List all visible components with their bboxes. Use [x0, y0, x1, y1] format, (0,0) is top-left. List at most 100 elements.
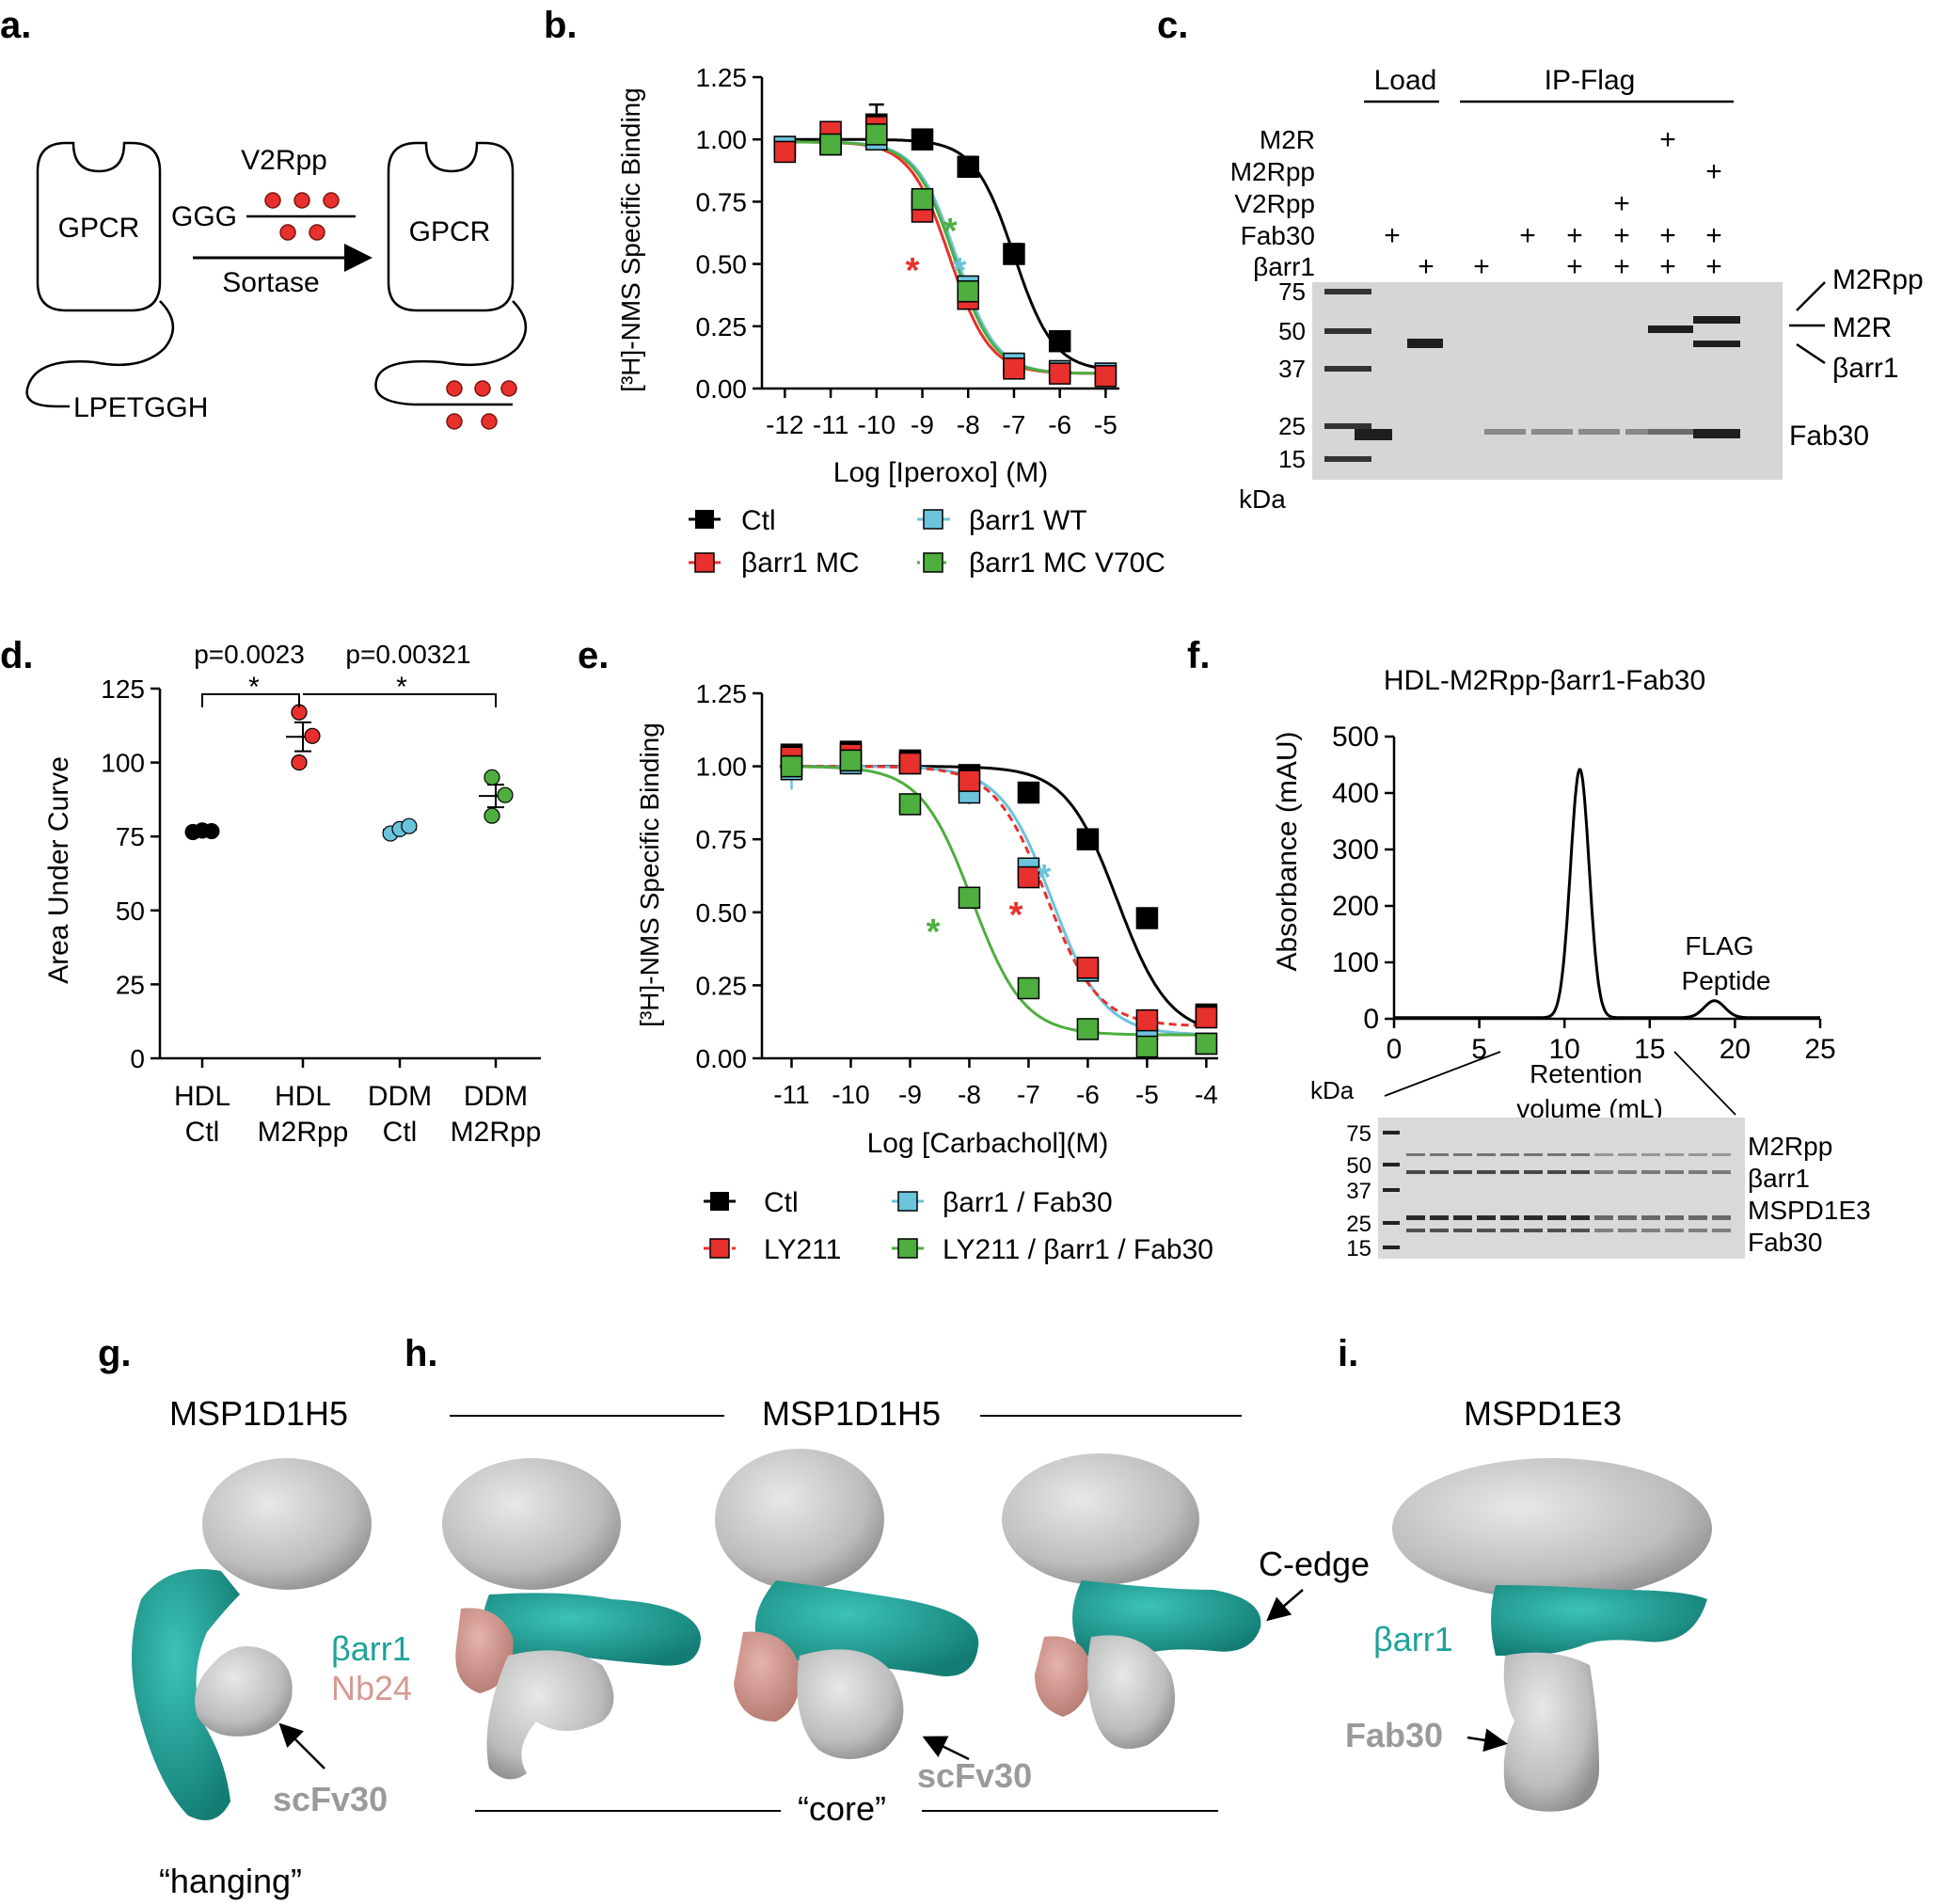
c-ladder-band — [1324, 289, 1371, 294]
panel-e-fit-curve-3 — [779, 765, 1207, 1037]
panel-d-category-line1: HDL — [174, 1081, 230, 1112]
panel-b-star-green: * — [943, 212, 958, 251]
panel-b-xtick-label: -10 — [858, 410, 896, 439]
panel-e-fit-curve-0 — [779, 765, 1207, 1028]
c-mw-label: 50 — [1278, 317, 1306, 345]
c-ladder-band — [1324, 423, 1371, 429]
c-band-barr1-m2rpp — [1693, 341, 1740, 347]
f-gel-mw-label: 75 — [1346, 1121, 1371, 1147]
panel-e-point-2 — [1076, 957, 1100, 979]
f-gel-band — [1641, 1229, 1660, 1232]
gpcr-right-label: GPCR — [409, 216, 491, 247]
panel-e-point-0 — [1076, 828, 1100, 850]
panel-e-point-0 — [1135, 907, 1159, 929]
c-plus-mark: + — [1519, 220, 1536, 251]
f-gel-band — [1406, 1170, 1425, 1174]
c-band-fab30-faint — [1578, 429, 1620, 435]
f-gel-band — [1665, 1153, 1684, 1156]
panel-e-xtick-label: -11 — [773, 1080, 809, 1109]
f-gel-band — [1712, 1153, 1731, 1156]
f-gel-band — [1665, 1170, 1684, 1174]
f-gel-band — [1594, 1170, 1613, 1174]
star-1: * — [248, 672, 260, 703]
c-band-m2r — [1648, 325, 1693, 333]
i-barr1-label: βarr1 — [1373, 1620, 1453, 1658]
f-gel-band — [1641, 1170, 1660, 1174]
sortase-label: Sortase — [222, 267, 319, 298]
f-gel-band — [1453, 1153, 1472, 1156]
panel-e-xlabel: Log [Carbachol](M) — [867, 1128, 1109, 1159]
panel-g-map: MSP1D1H5 βarr1 Nb24 scFv30 “hanging” — [132, 1394, 412, 1900]
panel-e-point-3 — [1017, 976, 1040, 1000]
panel-e-star-green: * — [927, 912, 941, 952]
f-gel-band — [1618, 1229, 1637, 1232]
c-right-fab30: Fab30 — [1789, 420, 1869, 452]
c-plus-mark: + — [1705, 251, 1722, 282]
panel-f-xtick-label: 25 — [1804, 1034, 1835, 1065]
panel-b-point-3 — [819, 133, 842, 156]
panel-e-xtick-label: -10 — [832, 1080, 869, 1109]
f-gel-band — [1712, 1215, 1731, 1220]
c-band-fab30-faint — [1484, 429, 1526, 435]
gpcr-left-tail — [25, 300, 174, 408]
panel-e-ytick-label: 1.00 — [696, 753, 748, 782]
c-plus-mark: + — [1384, 220, 1401, 251]
panel-f-ytick-label: 400 — [1332, 778, 1379, 809]
gpcr-left-shape — [36, 141, 162, 312]
flag-label: FLAG — [1685, 931, 1753, 960]
c-right-m2r: M2R — [1832, 312, 1892, 343]
c-band-fab30-m2rpp — [1693, 429, 1740, 438]
panel-e-chart: 0.00 0.25 0.50 0.75 1.00 1.25 -11 -10 -9 -8 -7 -6 -5… — [635, 679, 1218, 1265]
panel-e-point-3 — [1135, 1035, 1159, 1058]
panel-label-b: b. — [544, 5, 578, 46]
panel-label-e: e. — [578, 635, 609, 676]
panel-f-ytick-label: 200 — [1332, 891, 1379, 922]
panel-d-ytick-label: 0 — [130, 1044, 145, 1073]
f-gel-band — [1712, 1229, 1731, 1232]
panel-b-xtick-label: -7 — [1002, 410, 1025, 439]
c-band-fab30-faint — [1625, 429, 1667, 435]
f-gel-band — [1688, 1229, 1707, 1232]
panel-d-point — [304, 727, 321, 744]
c-plus-mark: + — [1418, 251, 1435, 282]
phospho-dots-peptide — [264, 192, 340, 241]
f-gel-band — [1406, 1153, 1425, 1156]
g-caption: “hanging” — [159, 1862, 302, 1900]
f-gel-band — [1406, 1215, 1425, 1220]
panel-b-xtick-label: -12 — [766, 410, 803, 439]
c-plus-mark: + — [1659, 124, 1676, 155]
f-gel-band — [1524, 1215, 1543, 1220]
c-band-fab30-load — [1355, 429, 1392, 440]
panel-c-gel: Load IP-Flag M2R +M2Rpp +V2Rpp +Fab30 + + + + + +… — [1230, 65, 1924, 514]
f-gel-band — [1618, 1153, 1637, 1156]
panel-b-xtick-label: -8 — [957, 410, 980, 439]
panel-e-ytick-label: 0.50 — [696, 898, 748, 928]
panel-e-ylabel: [³H]-NMS Specific Binding — [635, 722, 664, 1027]
c-plus-mark: + — [1659, 220, 1676, 251]
load-label: Load — [1374, 65, 1437, 96]
c-plus-mark: + — [1705, 220, 1722, 251]
legend-e-barr: βarr1 / Fab30 — [943, 1187, 1113, 1218]
c-plus-mark: + — [1659, 251, 1676, 282]
panel-e-xtick-label: -7 — [1017, 1080, 1040, 1109]
panel-e-legend: Ctl βarr1 / Fab30 LY211 LY211 / βarr1 / … — [704, 1187, 1213, 1265]
h-map-2 — [715, 1449, 979, 1759]
f-gel-mw-label: 25 — [1346, 1212, 1371, 1237]
panel-f-xtick-label: 15 — [1634, 1034, 1665, 1065]
panel-e-xtick-label: -9 — [898, 1080, 922, 1109]
panel-d-point — [203, 822, 220, 840]
legend-b-ctl: Ctl — [741, 505, 776, 536]
f-gel-kda: kDa — [1310, 1076, 1355, 1104]
c-band-fab30-faint — [1531, 429, 1573, 435]
panel-d-category-line1: DDM — [464, 1081, 528, 1112]
h-cedge-label: C-edge — [1259, 1545, 1370, 1583]
f-gel-ladder — [1383, 1246, 1400, 1249]
panel-d-category-line2: M2Rpp — [258, 1117, 349, 1148]
panel-b-ytick-label: 1.00 — [696, 125, 748, 154]
gpcr-right-shape — [387, 141, 515, 312]
panel-d-ylabel: Area Under Curve — [43, 756, 74, 984]
panel-f-ytick-label: 100 — [1332, 947, 1379, 978]
f-gel-band — [1547, 1229, 1566, 1232]
c-right-barr1: βarr1 — [1832, 353, 1899, 384]
panel-d-category-line1: DDM — [368, 1081, 432, 1112]
